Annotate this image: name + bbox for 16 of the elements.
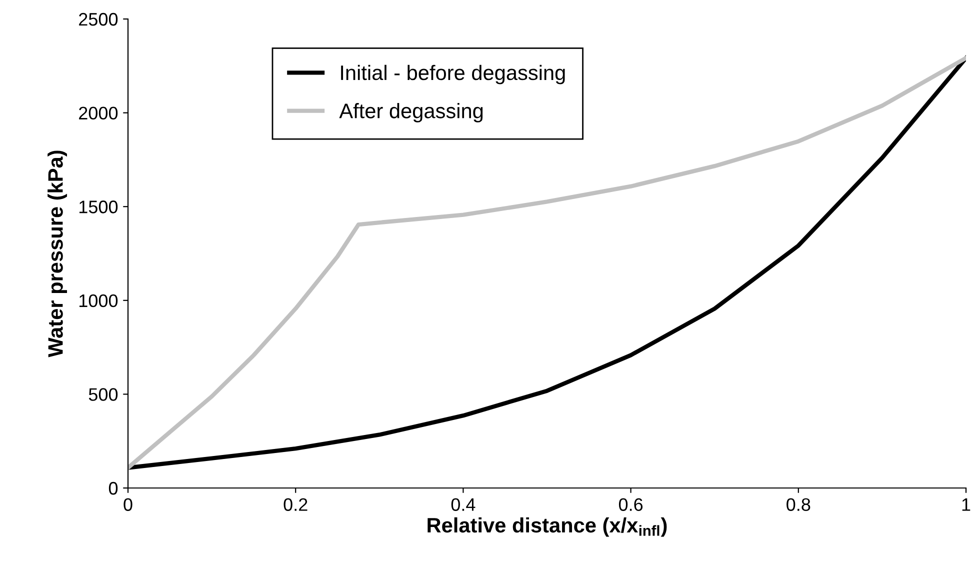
x-tick-label: 0.4 (451, 498, 476, 511)
legend-label: After degassing (339, 103, 483, 122)
y-tick-label: 1000 (79, 294, 118, 308)
x-tick-label: 0 (124, 498, 132, 511)
y-tick-label: 0 (108, 482, 118, 495)
x-axis-title: Relative distance (x/x$_{infl}$) (428, 517, 667, 537)
x-tick-label: 0.2 (284, 498, 308, 511)
y-tick-label: 2000 (79, 106, 118, 120)
x-tick-label: 1 (962, 498, 970, 511)
y-tick-label: 2500 (79, 12, 118, 26)
y-tick-label: 1500 (79, 200, 118, 214)
y-axis-title: Water pressure (kPa) (48, 150, 68, 358)
x-tick-label: 0.6 (618, 498, 643, 511)
legend-label: Initial - before degassing (341, 64, 565, 84)
y-tick-label: 500 (88, 388, 118, 401)
x-tick-label: 0.8 (786, 498, 810, 511)
